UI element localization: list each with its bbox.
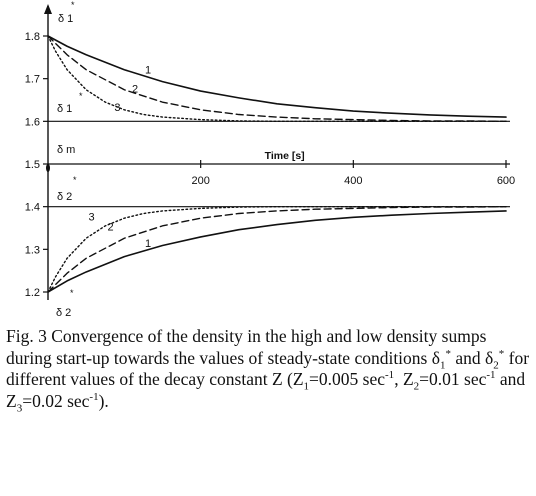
chart-figure: 1.8 1.7 1.6 1.5 1.4 1.3 1.2 200 400 600 Time [s] 1 2… [25, 0, 515, 319]
caption-text-3: for different values of the decay consta… [6, 347, 530, 390]
annotation-1: * [71, 0, 75, 10]
y-axis-arrow [44, 4, 52, 14]
caption-sub-2: 2 [493, 359, 499, 371]
caption-text-6: =0.01 sec [419, 369, 487, 389]
curve-label-low-1: 1 [145, 238, 151, 250]
curve-label-high-3: 3 [114, 102, 120, 114]
caption-text-8: =0.02 sec [22, 390, 90, 411]
y-tick-label-2: 1.6 [25, 116, 40, 128]
annotation-7: δ 2 [56, 307, 71, 319]
annotation-6: * [73, 175, 77, 185]
caption-text-4: =0.005 sec [309, 369, 386, 389]
y-tick-label-0: 1.8 [25, 31, 40, 43]
y-tick-label-5: 1.3 [25, 244, 40, 256]
annotation-4: δ m [57, 144, 75, 156]
caption-star-2: * [498, 347, 505, 360]
caption-exp-2: -1 [486, 369, 496, 382]
series-low-2 [47, 205, 507, 293]
caption-exp-3: -1 [89, 390, 99, 403]
curve-label-high-1: 1 [145, 65, 151, 77]
figure-caption: Fig. 3 Convergence of the density in the… [6, 326, 530, 414]
annotation-3: * [79, 91, 83, 101]
curve-label-low-2: 2 [108, 222, 114, 234]
caption-sub-z2: 2 [413, 380, 420, 393]
caption-sub-z3: 3 [16, 402, 23, 414]
y-tick-label-6: 1.2 [25, 287, 40, 299]
caption-exp-1: -1 [385, 369, 395, 382]
caption-star-1: * [445, 347, 451, 360]
series-low-1 [47, 210, 507, 293]
y-tick-label-3: 1.5 [25, 159, 40, 171]
curve-label-high-2: 2 [132, 83, 138, 95]
caption-sub-1: 1 [439, 359, 446, 371]
x-tick-label-2: 600 [497, 175, 515, 187]
series-high-3 [47, 35, 507, 123]
caption-text-2: and δ [450, 347, 494, 368]
series-low-3 [47, 205, 507, 293]
origin-marker [46, 164, 50, 172]
caption-text-9: ). [98, 390, 109, 411]
x-axis-label: Time [s] [265, 150, 305, 162]
curve-label-low-3: 3 [88, 211, 94, 223]
y-tick-label-1: 1.7 [25, 74, 40, 86]
annotation-0: δ 1 [58, 13, 73, 25]
annotation-8: * [70, 288, 74, 298]
series-high-2 [47, 35, 507, 123]
caption-text-5: , Z [394, 369, 414, 389]
annotation-5: δ 2 [57, 191, 72, 203]
series-high-1 [47, 35, 507, 118]
caption-text-1: Fig. 3 Convergence of the density in the… [6, 326, 487, 368]
y-tick-label-4: 1.4 [25, 202, 40, 214]
x-tick-label-1: 400 [344, 175, 362, 187]
caption-text-7: and Z [6, 369, 526, 411]
caption-sub-z1: 1 [303, 380, 310, 393]
annotation-2: δ 1 [57, 103, 72, 115]
x-tick-label-0: 200 [191, 175, 209, 187]
